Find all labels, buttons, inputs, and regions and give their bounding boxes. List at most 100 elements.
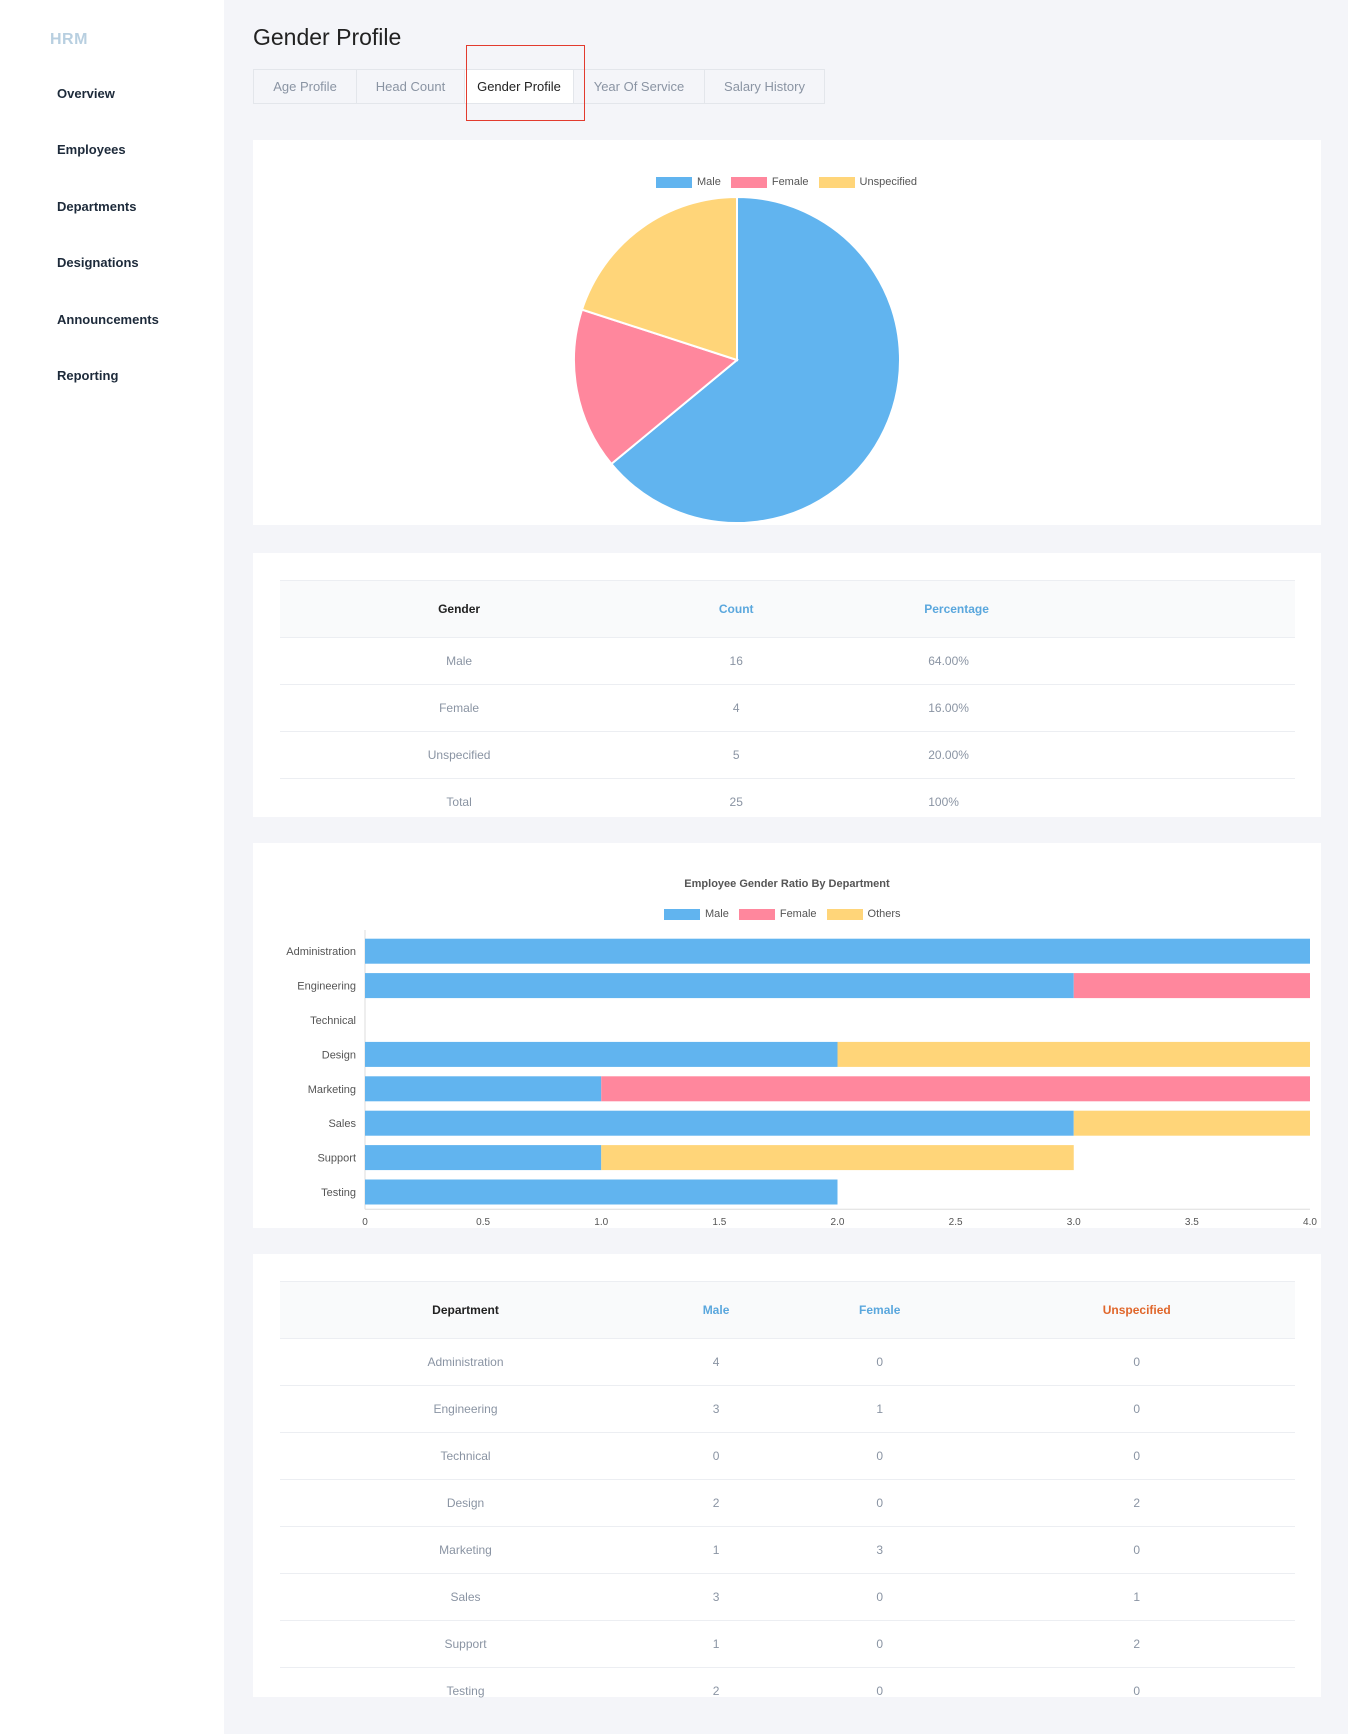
pie-slice-male[interactable]	[609, 195, 901, 524]
legend-label-female: Female	[779, 908, 817, 920]
sidebar-item-announcements[interactable]: Announcements	[57, 312, 159, 327]
bar-female-marketing[interactable]	[601, 1076, 1310, 1102]
bar-others-design[interactable]	[837, 1041, 1311, 1067]
bar-others-support[interactable]	[601, 1145, 1074, 1171]
cell-female: 3	[781, 1526, 979, 1574]
col-header-gender: Gender	[280, 580, 639, 638]
legend-item-male[interactable]: Male	[656, 176, 721, 188]
bar-legend: Male Female Others	[664, 908, 911, 920]
pie-chart-card: Male Female Unspecified	[253, 140, 1321, 525]
x-tick-label: 1.5	[712, 1217, 726, 1228]
x-tick-label: 4.0	[1303, 1217, 1317, 1228]
y-tick-label: Testing	[321, 1187, 356, 1199]
cell-female: 0	[781, 1338, 979, 1386]
x-tick-label: 1.0	[594, 1217, 608, 1228]
bar-male-support[interactable]	[365, 1145, 602, 1171]
sidebar-item-reporting[interactable]: Reporting	[57, 368, 119, 383]
col-header-percentage: Percentage	[834, 580, 1295, 638]
legend-item-unspecified[interactable]: Unspecified	[818, 176, 917, 188]
tab-age-profile[interactable]: Age Profile	[254, 70, 357, 103]
bar-others-sales[interactable]	[1073, 1110, 1310, 1136]
bar-male-design[interactable]	[365, 1041, 838, 1067]
cell-male: 0	[651, 1432, 782, 1480]
dept-table: Department Male Female Unspecified Admin…	[280, 1281, 1295, 1714]
cell-unspecified: 0	[978, 1526, 1295, 1574]
y-tick-label: Engineering	[297, 981, 356, 993]
cell-male: 4	[651, 1338, 782, 1386]
tab-gender-profile[interactable]: Gender Profile	[465, 70, 574, 103]
gender-table-card: Gender Count Percentage Male 16 64.00% F…	[253, 553, 1321, 817]
cell-gender: Female	[280, 684, 639, 732]
cell-department: Technical	[280, 1432, 652, 1480]
cell-gender: Unspecified	[280, 731, 639, 779]
legend-item-female[interactable]: Female	[738, 908, 817, 920]
tab-year-of-service[interactable]: Year Of Service	[574, 70, 705, 103]
legend-label-female: Female	[771, 176, 809, 188]
cell-unspecified: 0	[978, 1338, 1295, 1386]
bar-chart-title: Employee Gender Ratio By Department	[684, 878, 890, 890]
cell-male: 3	[651, 1385, 782, 1433]
col-header-female: Female	[781, 1281, 979, 1339]
cell-count: 5	[638, 731, 835, 779]
cell-gender: Male	[280, 637, 639, 685]
x-tick-label: 0.5	[476, 1217, 490, 1228]
sidebar-item-overview[interactable]: Overview	[57, 86, 115, 101]
cell-unspecified: 0	[978, 1385, 1295, 1433]
bar-male-sales[interactable]	[365, 1110, 1074, 1136]
table-row: Sales 3 0 1	[280, 1573, 1295, 1621]
y-tick-label: Sales	[328, 1118, 356, 1130]
bar-male-administration[interactable]	[365, 938, 1310, 964]
cell-female: 0	[876, 1684, 884, 1698]
cell-percentage: 20.00%	[834, 731, 1295, 779]
sidebar-item-employees[interactable]: Employees	[57, 142, 126, 157]
tab-salary-history[interactable]: Salary History	[724, 79, 805, 94]
bar-chart-card: Employee Gender Ratio By Department Male…	[253, 843, 1321, 1228]
legend-swatch-unspecified	[818, 176, 855, 188]
table-row: Technical 0 0 0	[280, 1432, 1295, 1480]
col-header-department: Department	[280, 1281, 652, 1339]
dept-gender-bar-chart: Administration Engineering Technical Design…	[286, 930, 1317, 1228]
cell-unspecified: 0	[978, 1432, 1295, 1480]
table-header-row: Gender Count Percentage	[280, 580, 1295, 638]
legend-swatch-others	[826, 908, 863, 920]
y-tick-label: Support	[317, 1153, 356, 1165]
gender-pie-chart	[573, 195, 901, 524]
cell-unspecified: 2	[978, 1479, 1295, 1527]
sidebar: HRM Overview Employees Departments Desig…	[0, 0, 224, 1734]
legend-item-male[interactable]: Male	[664, 908, 729, 920]
cell-gender: Total	[446, 795, 472, 809]
table-row: Support 1 0 2	[280, 1620, 1295, 1668]
bar-female-engineering[interactable]	[1073, 973, 1310, 999]
table-row: Female 4 16.00%	[280, 684, 1295, 732]
legend-item-others[interactable]: Others	[826, 908, 901, 920]
bar-male-marketing[interactable]	[365, 1076, 602, 1102]
table-row: Design 2 0 2	[280, 1479, 1295, 1527]
y-tick-label: Marketing	[308, 1084, 356, 1096]
cell-male: 2	[712, 1684, 720, 1698]
y-tick-label: Technical	[310, 1015, 356, 1027]
legend-item-female[interactable]: Female	[730, 176, 809, 188]
cell-department: Administration	[280, 1338, 652, 1386]
tab-head-count[interactable]: Head Count	[357, 70, 465, 103]
cell-percentage: 100%	[928, 795, 959, 809]
cell-female: 0	[781, 1573, 979, 1621]
cell-percentage: 16.00%	[834, 684, 1295, 732]
col-header-male: Male	[651, 1281, 782, 1339]
cell-female: 1	[781, 1385, 979, 1433]
bar-male-testing[interactable]	[365, 1179, 838, 1205]
legend-label-male: Male	[697, 176, 721, 188]
sidebar-item-departments[interactable]: Departments	[57, 199, 137, 214]
cell-count: 16	[638, 637, 835, 685]
cell-male: 1	[651, 1526, 782, 1574]
cell-department: Design	[280, 1479, 652, 1527]
cell-female: 0	[781, 1620, 979, 1668]
report-tabs: Age Profile Head Count Gender Profile Ye…	[253, 69, 825, 104]
legend-swatch-female	[730, 176, 767, 188]
pie-slice-unspecified[interactable]	[580, 195, 738, 362]
cell-female: 0	[781, 1479, 979, 1527]
bar-male-engineering[interactable]	[365, 973, 1074, 999]
pie-slice-female[interactable]	[573, 308, 740, 466]
cell-percentage: 64.00%	[834, 637, 1295, 685]
y-tick-label: Administration	[286, 946, 356, 958]
sidebar-item-designations[interactable]: Designations	[57, 255, 139, 270]
